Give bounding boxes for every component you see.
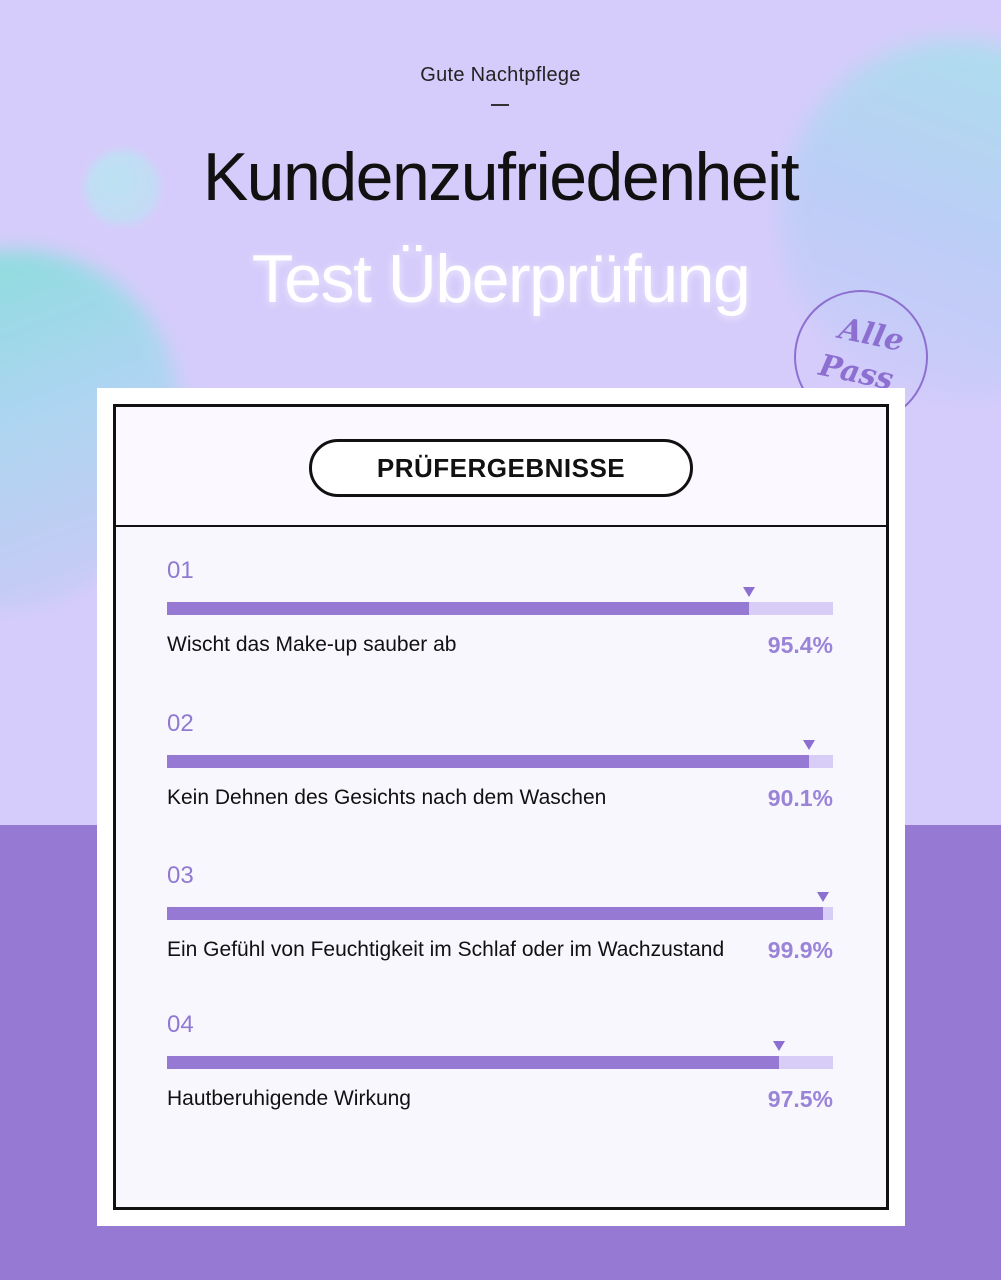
eyebrow-divider [491, 104, 509, 106]
result-label: Ein Gefühl von Feuchtigkeit im Schlaf od… [167, 938, 725, 961]
page-title: Kundenzufriedenheit [202, 139, 800, 215]
result-track [167, 755, 833, 768]
result-fill-bar [167, 1056, 780, 1069]
result-number: 03 [167, 862, 194, 889]
results-heading: PRÜFERGEBNISSE [309, 439, 693, 497]
result-marker-icon [743, 587, 756, 597]
result-percent: 95.4% [767, 632, 833, 658]
page-subtitle: Test Überprüfung [251, 241, 751, 317]
result-fill-bar [167, 755, 810, 768]
result-percent: 97.5% [767, 1086, 833, 1112]
results-header: PRÜFERGEBNISSE [116, 407, 886, 527]
result-number: 01 [167, 557, 194, 584]
result-percent: 90.1% [767, 785, 833, 811]
results-card: PRÜFERGEBNISSE 01 Wischt das Make-up sau… [97, 388, 905, 1226]
decorative-bubble [85, 150, 160, 225]
result-percent: 99.9% [767, 937, 833, 963]
result-number: 04 [167, 1011, 194, 1038]
result-marker-icon [773, 1041, 786, 1051]
result-track [167, 1056, 833, 1069]
result-marker-icon [803, 740, 816, 750]
stamp-line-1: Alle [835, 311, 907, 360]
result-label: Kein Dehnen des Gesichts nach dem Wasche… [167, 786, 607, 809]
result-item-03: 03 Ein Gefühl von Feuchtigkeit im Schlaf… [167, 862, 833, 972]
results-frame: PRÜFERGEBNISSE 01 Wischt das Make-up sau… [113, 404, 889, 1210]
result-fill-bar [167, 602, 750, 615]
result-label: Wischt das Make-up sauber ab [167, 633, 457, 656]
result-item-04: 04 Hautberuhigende Wirkung 97.5% [167, 1011, 833, 1121]
result-track [167, 602, 833, 615]
result-number: 02 [167, 710, 194, 737]
result-track [167, 907, 833, 920]
result-marker-icon [817, 892, 829, 902]
result-item-01: 01 Wischt das Make-up sauber ab 95.4% [167, 557, 833, 667]
result-item-02: 02 Kein Dehnen des Gesichts nach dem Was… [167, 710, 833, 820]
eyebrow-text: Gute Nachtpflege [420, 64, 581, 86]
result-fill-bar [167, 907, 823, 920]
result-label: Hautberuhigende Wirkung [167, 1087, 411, 1110]
